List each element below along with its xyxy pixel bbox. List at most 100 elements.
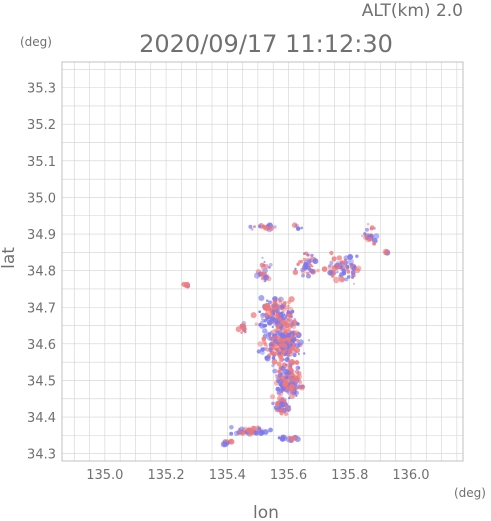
data-point bbox=[264, 302, 271, 309]
data-point bbox=[350, 270, 356, 275]
data-point bbox=[223, 444, 226, 447]
data-point bbox=[272, 368, 278, 374]
data-point bbox=[279, 401, 285, 408]
data-point bbox=[293, 330, 300, 337]
data-point bbox=[336, 270, 339, 274]
data-point bbox=[321, 266, 328, 272]
data-point bbox=[275, 351, 279, 355]
data-point bbox=[289, 311, 292, 315]
data-point bbox=[280, 332, 286, 339]
data-point bbox=[271, 309, 276, 314]
data-point bbox=[271, 356, 276, 360]
data-point bbox=[338, 276, 345, 283]
data-point bbox=[294, 360, 300, 365]
data-point bbox=[268, 225, 275, 231]
data-point bbox=[265, 310, 270, 315]
data-point bbox=[257, 341, 264, 347]
data-point bbox=[297, 371, 300, 375]
y-tick-label: 34.8 bbox=[27, 265, 56, 280]
data-point bbox=[293, 318, 297, 321]
data-point bbox=[282, 351, 285, 354]
data-point bbox=[264, 355, 269, 360]
data-point bbox=[273, 339, 278, 344]
data-point bbox=[275, 330, 279, 334]
data-point bbox=[294, 342, 301, 349]
x-axis-label: lon bbox=[253, 503, 279, 521]
data-point bbox=[344, 277, 349, 282]
data-point bbox=[265, 344, 269, 348]
data-point bbox=[316, 268, 320, 273]
data-point bbox=[260, 312, 266, 319]
data-point bbox=[287, 328, 291, 333]
data-point bbox=[280, 358, 284, 362]
data-point bbox=[280, 434, 286, 440]
data-point bbox=[287, 323, 293, 329]
data-point bbox=[253, 225, 256, 229]
data-point bbox=[254, 272, 261, 279]
data-point bbox=[275, 374, 278, 377]
data-point bbox=[276, 407, 280, 412]
data-point bbox=[369, 225, 375, 231]
data-point bbox=[311, 265, 314, 268]
data-point bbox=[283, 402, 288, 406]
data-point bbox=[329, 260, 334, 265]
data-point bbox=[279, 352, 282, 355]
y-tick-label: 34.5 bbox=[27, 374, 56, 389]
data-point bbox=[267, 353, 271, 356]
grid-lines bbox=[62, 62, 463, 461]
data-point bbox=[271, 401, 275, 406]
plot-frame bbox=[61, 61, 464, 462]
data-point bbox=[222, 440, 225, 443]
data-point bbox=[293, 438, 296, 441]
data-point bbox=[286, 332, 292, 338]
data-point bbox=[288, 435, 291, 438]
data-point bbox=[260, 430, 265, 436]
data-point bbox=[330, 274, 335, 278]
data-point bbox=[261, 336, 267, 342]
data-point bbox=[347, 258, 354, 265]
data-point bbox=[286, 311, 290, 314]
data-point bbox=[273, 346, 278, 351]
data-point bbox=[282, 343, 288, 349]
data-point bbox=[275, 302, 279, 306]
data-point bbox=[276, 391, 280, 395]
data-point bbox=[272, 312, 276, 316]
data-point bbox=[248, 224, 253, 229]
data-point bbox=[296, 322, 300, 326]
data-point bbox=[294, 347, 301, 354]
data-point bbox=[285, 375, 289, 380]
data-point bbox=[301, 273, 305, 278]
data-point bbox=[346, 269, 351, 274]
data-point bbox=[295, 365, 301, 371]
data-point bbox=[256, 349, 261, 354]
data-point bbox=[234, 430, 240, 436]
data-point bbox=[271, 363, 275, 368]
data-point bbox=[303, 352, 306, 355]
data-point bbox=[290, 343, 293, 347]
data-point bbox=[292, 353, 297, 358]
y-tick-label: 34.7 bbox=[27, 301, 56, 316]
data-point bbox=[221, 440, 229, 447]
data-point bbox=[305, 257, 310, 262]
data-point bbox=[260, 347, 265, 352]
data-point bbox=[333, 276, 340, 284]
data-point bbox=[280, 327, 286, 333]
data-point bbox=[263, 320, 267, 323]
data-point bbox=[239, 323, 246, 330]
data-point bbox=[271, 358, 278, 365]
y-tick-label: 34.6 bbox=[27, 338, 56, 353]
data-point bbox=[287, 304, 290, 307]
data-point bbox=[275, 386, 281, 392]
data-point bbox=[363, 232, 367, 236]
data-point bbox=[355, 254, 359, 258]
data-point bbox=[335, 262, 341, 269]
x-unit-label: (deg) bbox=[454, 486, 486, 500]
x-tick-label: 136.0 bbox=[392, 468, 429, 483]
data-point bbox=[308, 268, 314, 274]
data-point bbox=[264, 279, 267, 283]
data-point bbox=[250, 227, 254, 231]
data-point bbox=[263, 260, 266, 264]
data-point bbox=[298, 380, 303, 385]
data-point bbox=[289, 376, 295, 383]
data-point bbox=[187, 283, 190, 286]
